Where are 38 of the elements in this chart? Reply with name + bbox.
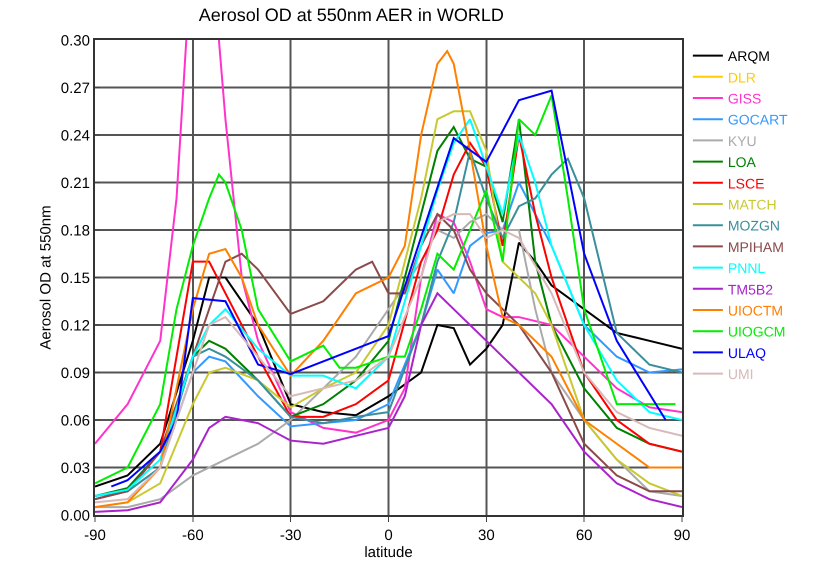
x-tick-label: 90 bbox=[674, 527, 690, 544]
legend-label: TM5B2 bbox=[728, 281, 774, 298]
x-tick-label: -90 bbox=[84, 527, 106, 544]
y-tick-label: 0.18 bbox=[60, 222, 90, 240]
y-tick-label: 0.00 bbox=[60, 507, 90, 524]
x-tick-label: 0 bbox=[384, 527, 393, 544]
legend-label: ULAQ bbox=[728, 344, 766, 361]
legend-label: LOA bbox=[728, 154, 757, 170]
y-tick-label: 0.06 bbox=[60, 412, 90, 430]
chart-title: Aerosol OD at 550nm AER in WORLD bbox=[198, 5, 504, 26]
y-axis-title: Aerosol OD at 550nm bbox=[38, 205, 55, 350]
legend-label: GOCART bbox=[728, 112, 788, 128]
y-tick-label: 0.21 bbox=[60, 174, 90, 192]
y-tick-label: 0.12 bbox=[60, 317, 90, 334]
legend-label: MPIHAM bbox=[728, 238, 784, 255]
legend-label: ARQM bbox=[728, 48, 770, 64]
line-series bbox=[95, 292, 682, 513]
legend-label: MATCH bbox=[728, 196, 777, 212]
legend-label: UMI bbox=[728, 366, 754, 382]
legend-label: UIOCTM bbox=[728, 302, 784, 318]
legend-label: DLR bbox=[728, 69, 756, 86]
legend-label: PNNL bbox=[728, 260, 766, 276]
y-tick-label: 0.03 bbox=[60, 460, 90, 477]
legend-label: MOZGN bbox=[728, 218, 780, 234]
legend-label: UIOGCM bbox=[728, 324, 786, 340]
x-tick-label: -60 bbox=[182, 527, 204, 544]
x-tick-label: 60 bbox=[576, 527, 593, 544]
y-tick-label: 0.15 bbox=[60, 270, 90, 287]
legend-label: LSCE bbox=[728, 175, 764, 192]
x-tick-label: -30 bbox=[280, 527, 302, 544]
x-axis-title: latitude bbox=[364, 544, 413, 561]
x-tick-label: 30 bbox=[478, 527, 495, 544]
y-tick-label: 0.30 bbox=[60, 32, 90, 50]
y-tick-label: 0.24 bbox=[60, 127, 90, 144]
y-tick-label: 0.09 bbox=[60, 364, 90, 382]
legend-label: KYU bbox=[728, 132, 757, 149]
legend-label: GISS bbox=[728, 90, 762, 106]
y-tick-label: 0.27 bbox=[60, 80, 90, 97]
